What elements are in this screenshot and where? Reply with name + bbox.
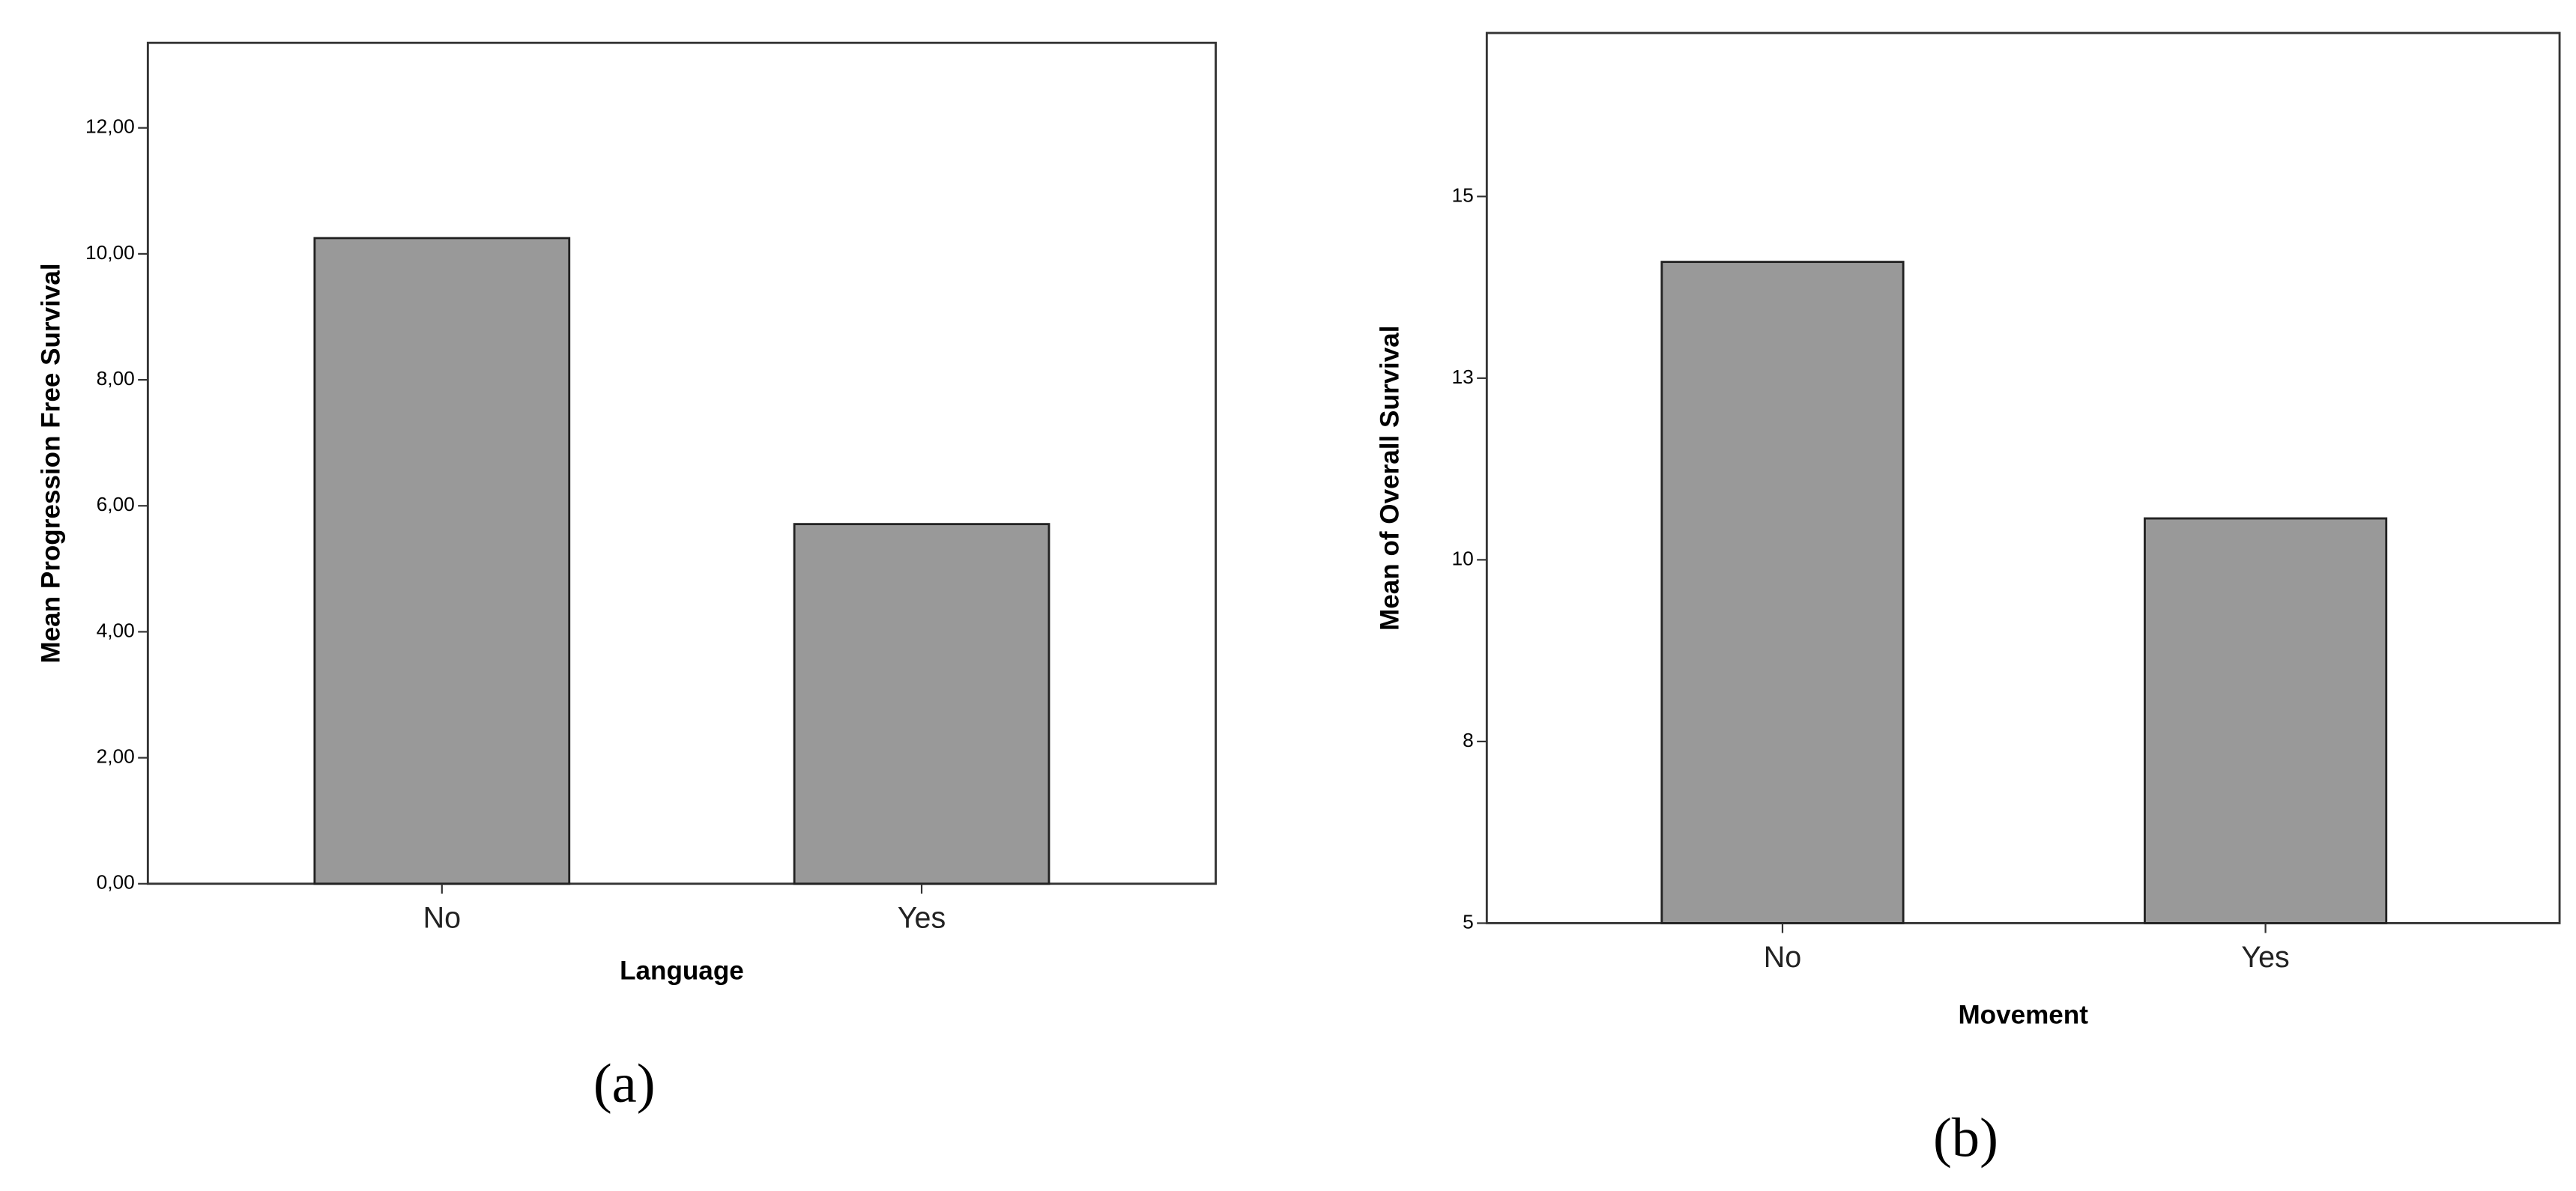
y-axis-label: Mean Progression Free Survival: [36, 263, 65, 663]
x-tick-label: Yes: [2241, 941, 2289, 974]
y-tick-label: 13: [1451, 366, 1473, 388]
y-axis-label: Mean of Overall Survival: [1375, 325, 1404, 630]
x-tick-label: No: [1764, 941, 1801, 974]
x-tick-label: Yes: [898, 901, 946, 934]
y-tick-label: 0,00: [97, 871, 135, 894]
panel-caption: (b): [1933, 1107, 1998, 1169]
y-tick-label: 15: [1451, 184, 1473, 206]
y-tick-label: 5: [1463, 910, 1474, 933]
bar: [793, 523, 1050, 885]
bar: [1660, 261, 1905, 924]
y-tick-label: 4,00: [97, 619, 135, 641]
y-tick-label: 2,00: [97, 745, 135, 768]
y-tick-label: 8,00: [97, 367, 135, 390]
plot-frame: [146, 41, 1217, 885]
y-tick-label: 8: [1463, 729, 1474, 751]
panel-caption: (a): [593, 1053, 656, 1115]
bar: [313, 237, 571, 885]
x-tick-label: No: [423, 901, 461, 934]
plot-frame: [1485, 31, 2561, 924]
y-tick-label: 10: [1451, 547, 1473, 569]
y-tick-label: 12,00: [85, 115, 135, 138]
x-axis-label: Movement: [1958, 1001, 2088, 1030]
y-tick-label: 10,00: [85, 241, 135, 264]
y-tick-label: 6,00: [97, 493, 135, 515]
bar: [2144, 517, 2388, 924]
x-axis-label: Language: [620, 956, 744, 985]
